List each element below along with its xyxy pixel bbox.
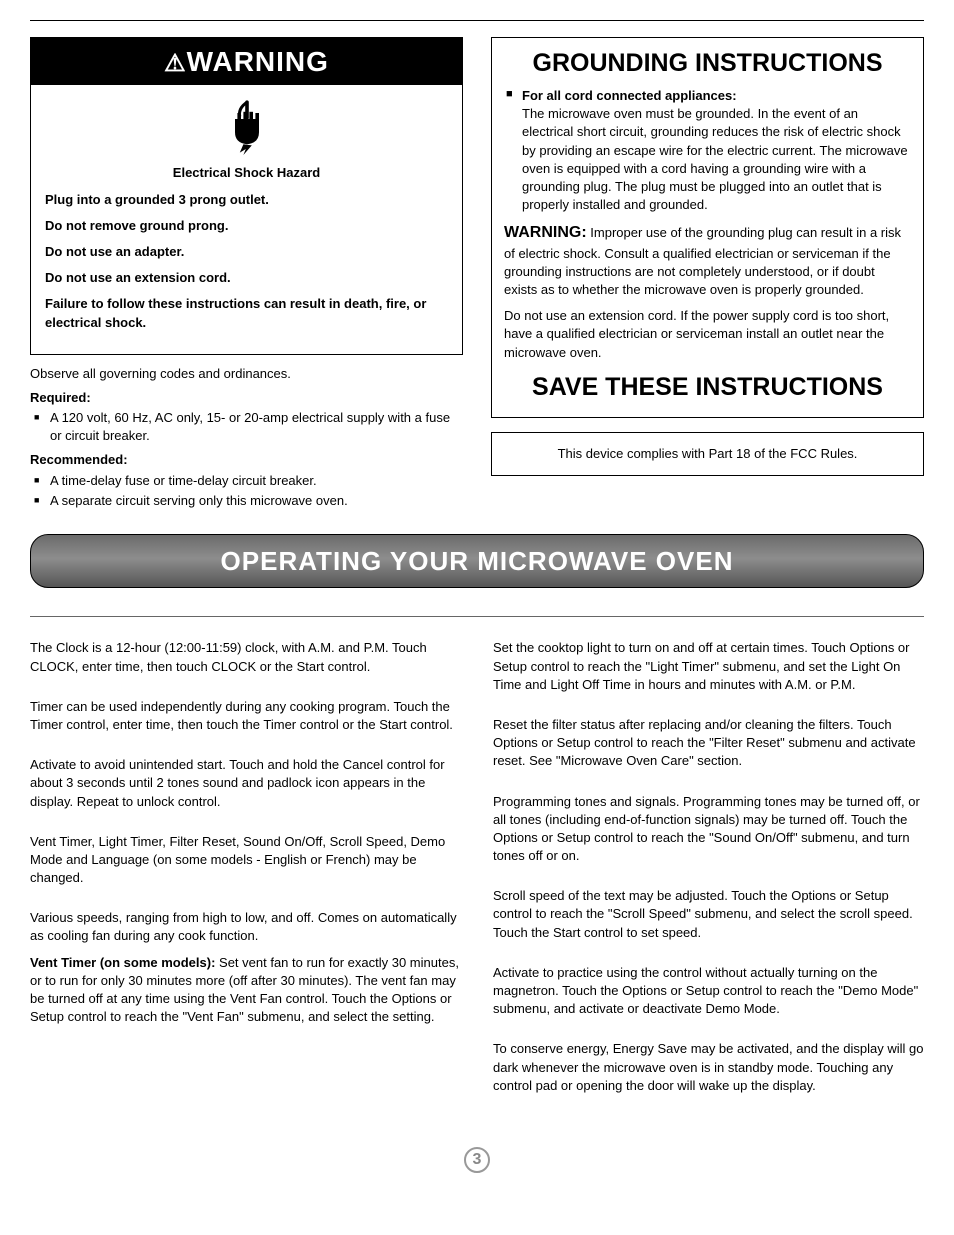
required-item: A 120 volt, 60 Hz, AC only, 15- or 20-am… [30,409,463,445]
warning-line-1: Do not remove ground prong. [45,217,448,235]
body-rule [30,616,924,617]
inline-warning-label: WARNING: [504,224,587,241]
no-extension-cord: Do not use an extension cord. If the pow… [504,307,911,362]
grounding-bullet: For all cord connected appliances: The m… [504,87,911,214]
scroll-speed-paragraph: Scroll speed of the text may be adjusted… [493,887,924,942]
page-number: 3 [464,1147,490,1173]
warning-line-2: Do not use an adapter. [45,243,448,261]
warning-line-0: Plug into a grounded 3 prong outlet. [45,191,448,209]
demo-mode-paragraph: Activate to practice using the control w… [493,964,924,1019]
recommended-list: A time-delay fuse or time-delay circuit … [30,472,463,510]
light-timer-paragraph: Set the cooktop light to turn on and off… [493,639,924,694]
save-instructions-title: SAVE THESE INSTRUCTIONS [504,370,911,405]
warning-heading-text: WARNING [187,46,329,77]
required-list: A 120 volt, 60 Hz, AC only, 15- or 20-am… [30,409,463,445]
grounding-box: GROUNDING INSTRUCTIONS For all cord conn… [491,37,924,418]
page-number-container: 3 [30,1147,924,1173]
grounding-bullet-item: For all cord connected appliances: The m… [504,87,911,214]
section-banner: OPERATING YOUR MICROWAVE OVEN [30,534,924,588]
body-left-column: The Clock is a 12-hour (12:00-11:59) clo… [30,639,461,1117]
vent-fan-paragraph: Various speeds, ranging from high to low… [30,909,461,945]
filter-reset-paragraph: Reset the filter status after replacing … [493,716,924,771]
energy-save-paragraph: To conserve energy, Energy Save may be a… [493,1040,924,1095]
grounding-bullet-body: The microwave oven must be grounded. In … [522,106,908,212]
top-rule [30,20,924,21]
grounding-bullet-lead: For all cord connected appliances: [522,88,737,103]
body-right-column: Set the cooktop light to turn on and off… [493,639,924,1117]
grounding-warning-para: WARNING: Improper use of the grounding p… [504,222,911,299]
body-two-column: The Clock is a 12-hour (12:00-11:59) clo… [30,639,924,1117]
observe-codes: Observe all governing codes and ordinanc… [30,365,463,383]
alert-triangle-icon: ⚠ [164,50,187,77]
warning-line-3: Do not use an extension cord. [45,269,448,287]
recommended-item-0: A time-delay fuse or time-delay circuit … [30,472,463,490]
right-column: GROUNDING INSTRUCTIONS For all cord conn… [491,37,924,514]
required-label: Required: [30,389,463,407]
shock-hazard-icon [31,85,462,164]
warning-box: ⚠WARNING Electrical Shock Hazard Plug in… [30,37,463,355]
sound-paragraph: Programming tones and signals. Programmi… [493,793,924,866]
clock-paragraph: The Clock is a 12-hour (12:00-11:59) clo… [30,639,461,675]
vent-timer-lead: Vent Timer (on some models): [30,955,219,970]
control-lock-paragraph: Activate to avoid unintended start. Touc… [30,756,461,811]
recommended-label: Recommended: [30,451,463,469]
hazard-title: Electrical Shock Hazard [45,164,448,182]
fcc-compliance-box: This device complies with Part 18 of the… [491,432,924,476]
upper-two-column: ⚠WARNING Electrical Shock Hazard Plug in… [30,37,924,514]
warning-header: ⚠WARNING [31,38,462,85]
grounding-title: GROUNDING INSTRUCTIONS [504,46,911,81]
warning-line-4: Failure to follow these instructions can… [45,295,448,331]
vent-timer-paragraph: Vent Timer (on some models): Set vent fa… [30,954,461,1027]
options-paragraph: Vent Timer, Light Timer, Filter Reset, S… [30,833,461,888]
left-column: ⚠WARNING Electrical Shock Hazard Plug in… [30,37,463,514]
timer-paragraph: Timer can be used independently during a… [30,698,461,734]
warning-body: Electrical Shock Hazard Plug into a grou… [31,164,462,353]
recommended-item-1: A separate circuit serving only this mic… [30,492,463,510]
